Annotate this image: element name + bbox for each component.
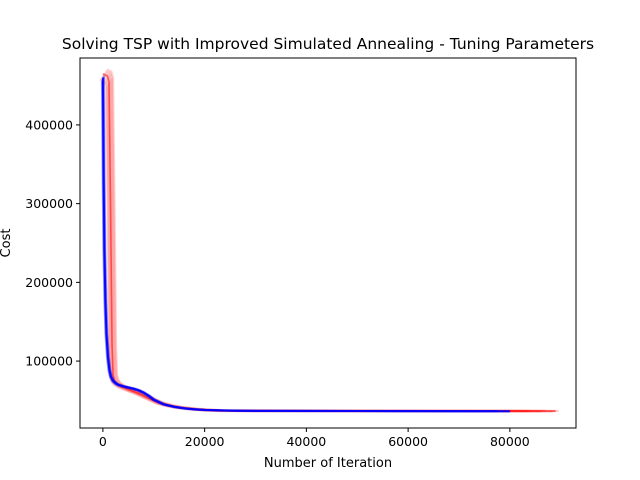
series-layer (99, 68, 559, 413)
x-tick-label: 20000 (185, 434, 225, 449)
x-axis-label: Number of Iteration (264, 456, 392, 471)
red-run-line (101, 75, 528, 413)
red-run-line (106, 68, 547, 412)
y-tick-label: 400000 (25, 117, 73, 132)
blue-run-line (101, 79, 498, 413)
red-run-line (99, 78, 553, 413)
y-tick-label: 300000 (25, 196, 73, 211)
blue-run-line (102, 75, 499, 413)
plot-frame (79, 57, 577, 429)
x-tick-label: 0 (99, 434, 107, 449)
series-red-runs (99, 68, 559, 413)
red-run-line (104, 71, 531, 413)
x-tick-label: 80000 (490, 434, 530, 449)
y-axis: 100000 200000 300000 400000 (25, 117, 80, 369)
blue-run-line (102, 76, 511, 413)
red-run-line (102, 74, 556, 413)
x-tick-label: 40000 (286, 434, 326, 449)
x-axis: 0 20000 40000 60000 80000 (99, 428, 530, 449)
blue-series-line (101, 77, 510, 413)
y-axis-label: Cost (0, 229, 14, 258)
red-run-line (105, 69, 559, 412)
y-tick-label: 200000 (25, 275, 73, 290)
y-tick-label: 100000 (25, 354, 73, 369)
x-tick-label: 60000 (388, 434, 428, 449)
series-blue-runs (100, 75, 511, 413)
blue-run-line (101, 78, 486, 413)
red-run-line (103, 72, 544, 413)
red-run-line (100, 77, 541, 413)
chart-title: Solving TSP with Improved Simulated Anne… (62, 35, 594, 53)
red-series-line (102, 73, 556, 412)
blue-run-line (100, 81, 509, 413)
